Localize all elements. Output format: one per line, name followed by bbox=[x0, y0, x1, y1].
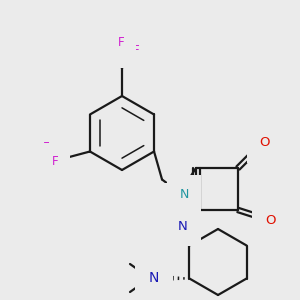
Text: F: F bbox=[43, 165, 49, 178]
Text: N: N bbox=[149, 271, 159, 285]
Text: N: N bbox=[178, 220, 188, 232]
Text: F: F bbox=[52, 155, 58, 168]
Text: F: F bbox=[133, 44, 139, 56]
Text: H: H bbox=[169, 225, 177, 235]
Text: F: F bbox=[118, 37, 124, 50]
Polygon shape bbox=[177, 229, 189, 245]
Text: O: O bbox=[265, 214, 275, 226]
Text: N: N bbox=[179, 188, 189, 200]
Text: H: H bbox=[171, 194, 179, 204]
Text: F: F bbox=[105, 44, 111, 56]
Text: F: F bbox=[43, 141, 49, 154]
Text: O: O bbox=[260, 136, 270, 149]
